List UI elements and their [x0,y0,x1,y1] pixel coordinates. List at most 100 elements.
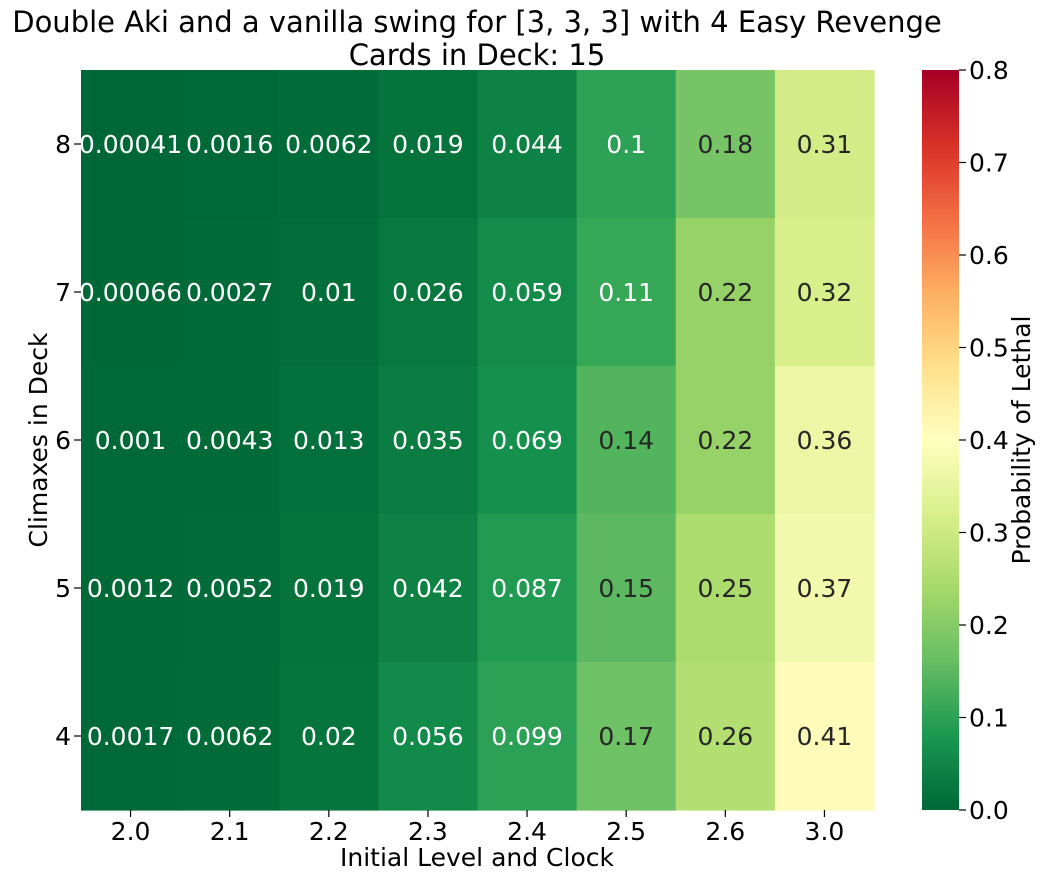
heatmap-cell [774,366,875,515]
heatmap-cell [378,662,479,811]
cell-value-label: 0.17 [598,722,654,751]
heatmap-cell [774,662,875,811]
x-tick-label: 2.6 [705,817,745,846]
heatmap-cell [774,218,875,367]
cell-value-label: 0.042 [392,574,464,603]
heatmap-cell [774,70,875,219]
cell-value-label: 0.15 [598,574,654,603]
heatmap-cell [279,70,379,219]
heatmap-cell [81,662,181,811]
cell-value-label: 0.0062 [186,722,273,751]
heatmap-cell [477,366,578,515]
heatmap-cell [180,70,280,219]
cell-value-label: 0.22 [697,426,753,455]
cell-value-label: 0.056 [392,722,464,751]
heatmap-cell [378,366,479,515]
cell-value-label: 0.14 [598,426,654,455]
x-tick-label: 2.5 [606,817,646,846]
cell-value-label: 0.31 [797,130,853,159]
heatmap-cell [378,514,479,663]
cell-value-label: 0.41 [797,722,853,751]
heatmap-cell [279,662,379,811]
cell-value-label: 0.087 [491,574,563,603]
cell-value-label: 0.035 [392,426,464,455]
cell-value-label: 0.00066 [79,278,182,307]
x-tick-label: 2.2 [309,817,349,846]
heatmap-cell [81,514,181,663]
y-axis-ticks: 8 7 6 5 4 [55,130,81,751]
y-tick-label: 6 [55,426,71,455]
heatmap-cell [576,218,677,367]
heatmap-cell [180,218,280,367]
x-axis-label: Initial Level and Clock [340,843,614,872]
heatmap-cell [81,218,181,367]
chart-subtitle: Cards in Deck: 15 [349,38,606,72]
cell-value-label: 0.0052 [186,574,273,603]
y-tick-label: 7 [55,278,71,307]
cell-value-label: 0.069 [491,426,563,455]
x-tick-label: 2.3 [408,817,448,846]
cell-value-label: 0.0017 [87,722,174,751]
heatmap-cell [81,70,181,219]
cell-value-label: 0.26 [697,722,753,751]
cell-value-label: 0.001 [95,426,167,455]
cell-value-label: 0.25 [697,574,753,603]
x-axis-ticks: 2.0 2.1 2.2 2.3 2.4 2.5 2.6 3.0 [111,810,845,846]
cell-value-label: 0.36 [797,426,853,455]
x-tick-label: 2.0 [111,817,151,846]
colorbar-tick-label: 0.1 [969,704,1009,733]
heatmap-cell [279,218,379,367]
y-tick-label: 8 [55,130,71,159]
colorbar-tick-label: 0.6 [969,241,1009,270]
cell-value-label: 0.013 [293,426,365,455]
colorbar-tick-label: 0.0 [969,796,1009,825]
heatmap-cell [675,218,776,367]
heatmap-cell [774,514,875,663]
colorbar-tick-label: 0.7 [969,149,1009,178]
cell-value-label: 0.0012 [87,574,174,603]
y-tick-label: 4 [55,722,71,751]
cell-value-label: 0.0062 [285,130,372,159]
cell-value-label: 0.0043 [186,426,273,455]
heatmap-cell [477,662,578,811]
heatmap-cell [675,514,776,663]
cell-value-label: 0.18 [697,130,753,159]
heatmap-cell [279,366,379,515]
cell-value-label: 0.0016 [186,130,273,159]
heatmap-cell [576,70,677,219]
heatmap-cell [675,366,776,515]
heatmap-cells: 0.00041 0.0016 0.0062 0.019 0.044 0.1 0.18 0.31… [79,70,875,811]
cell-value-label: 0.019 [392,130,464,159]
x-tick-label: 2.1 [210,817,250,846]
cell-value-label: 0.019 [293,574,365,603]
cell-value-label: 0.00041 [79,130,182,159]
heatmap-cell [576,514,677,663]
colorbar-tick-label: 0.5 [969,334,1009,363]
cell-value-label: 0.059 [491,278,563,307]
heatmap-cell [378,70,479,219]
heatmap-cell [675,662,776,811]
heatmap-cell [180,662,280,811]
cell-value-label: 0.044 [491,130,563,159]
colorbar-tick-label: 0.8 [969,56,1009,85]
heatmap-cell [81,366,181,515]
cell-value-label: 0.026 [392,278,464,307]
heatmap-cell [279,514,379,663]
cell-value-label: 0.22 [697,278,753,307]
cell-value-label: 0.32 [797,278,853,307]
heatmap-cell [180,514,280,663]
cell-value-label: 0.37 [797,574,853,603]
x-tick-label: 3.0 [805,817,845,846]
heatmap-cell [477,218,578,367]
cell-value-label: 0.0027 [186,278,273,307]
x-tick-label: 2.4 [507,817,547,846]
colorbar [922,70,959,810]
heatmap-cell [477,70,578,219]
colorbar-tick-label: 0.4 [969,426,1009,455]
heatmap-cell [675,70,776,219]
cell-value-label: 0.02 [301,722,357,751]
colorbar-tick-label: 0.3 [969,519,1009,548]
cell-value-label: 0.1 [606,130,646,159]
y-axis-label: Climaxes in Deck [24,332,53,548]
